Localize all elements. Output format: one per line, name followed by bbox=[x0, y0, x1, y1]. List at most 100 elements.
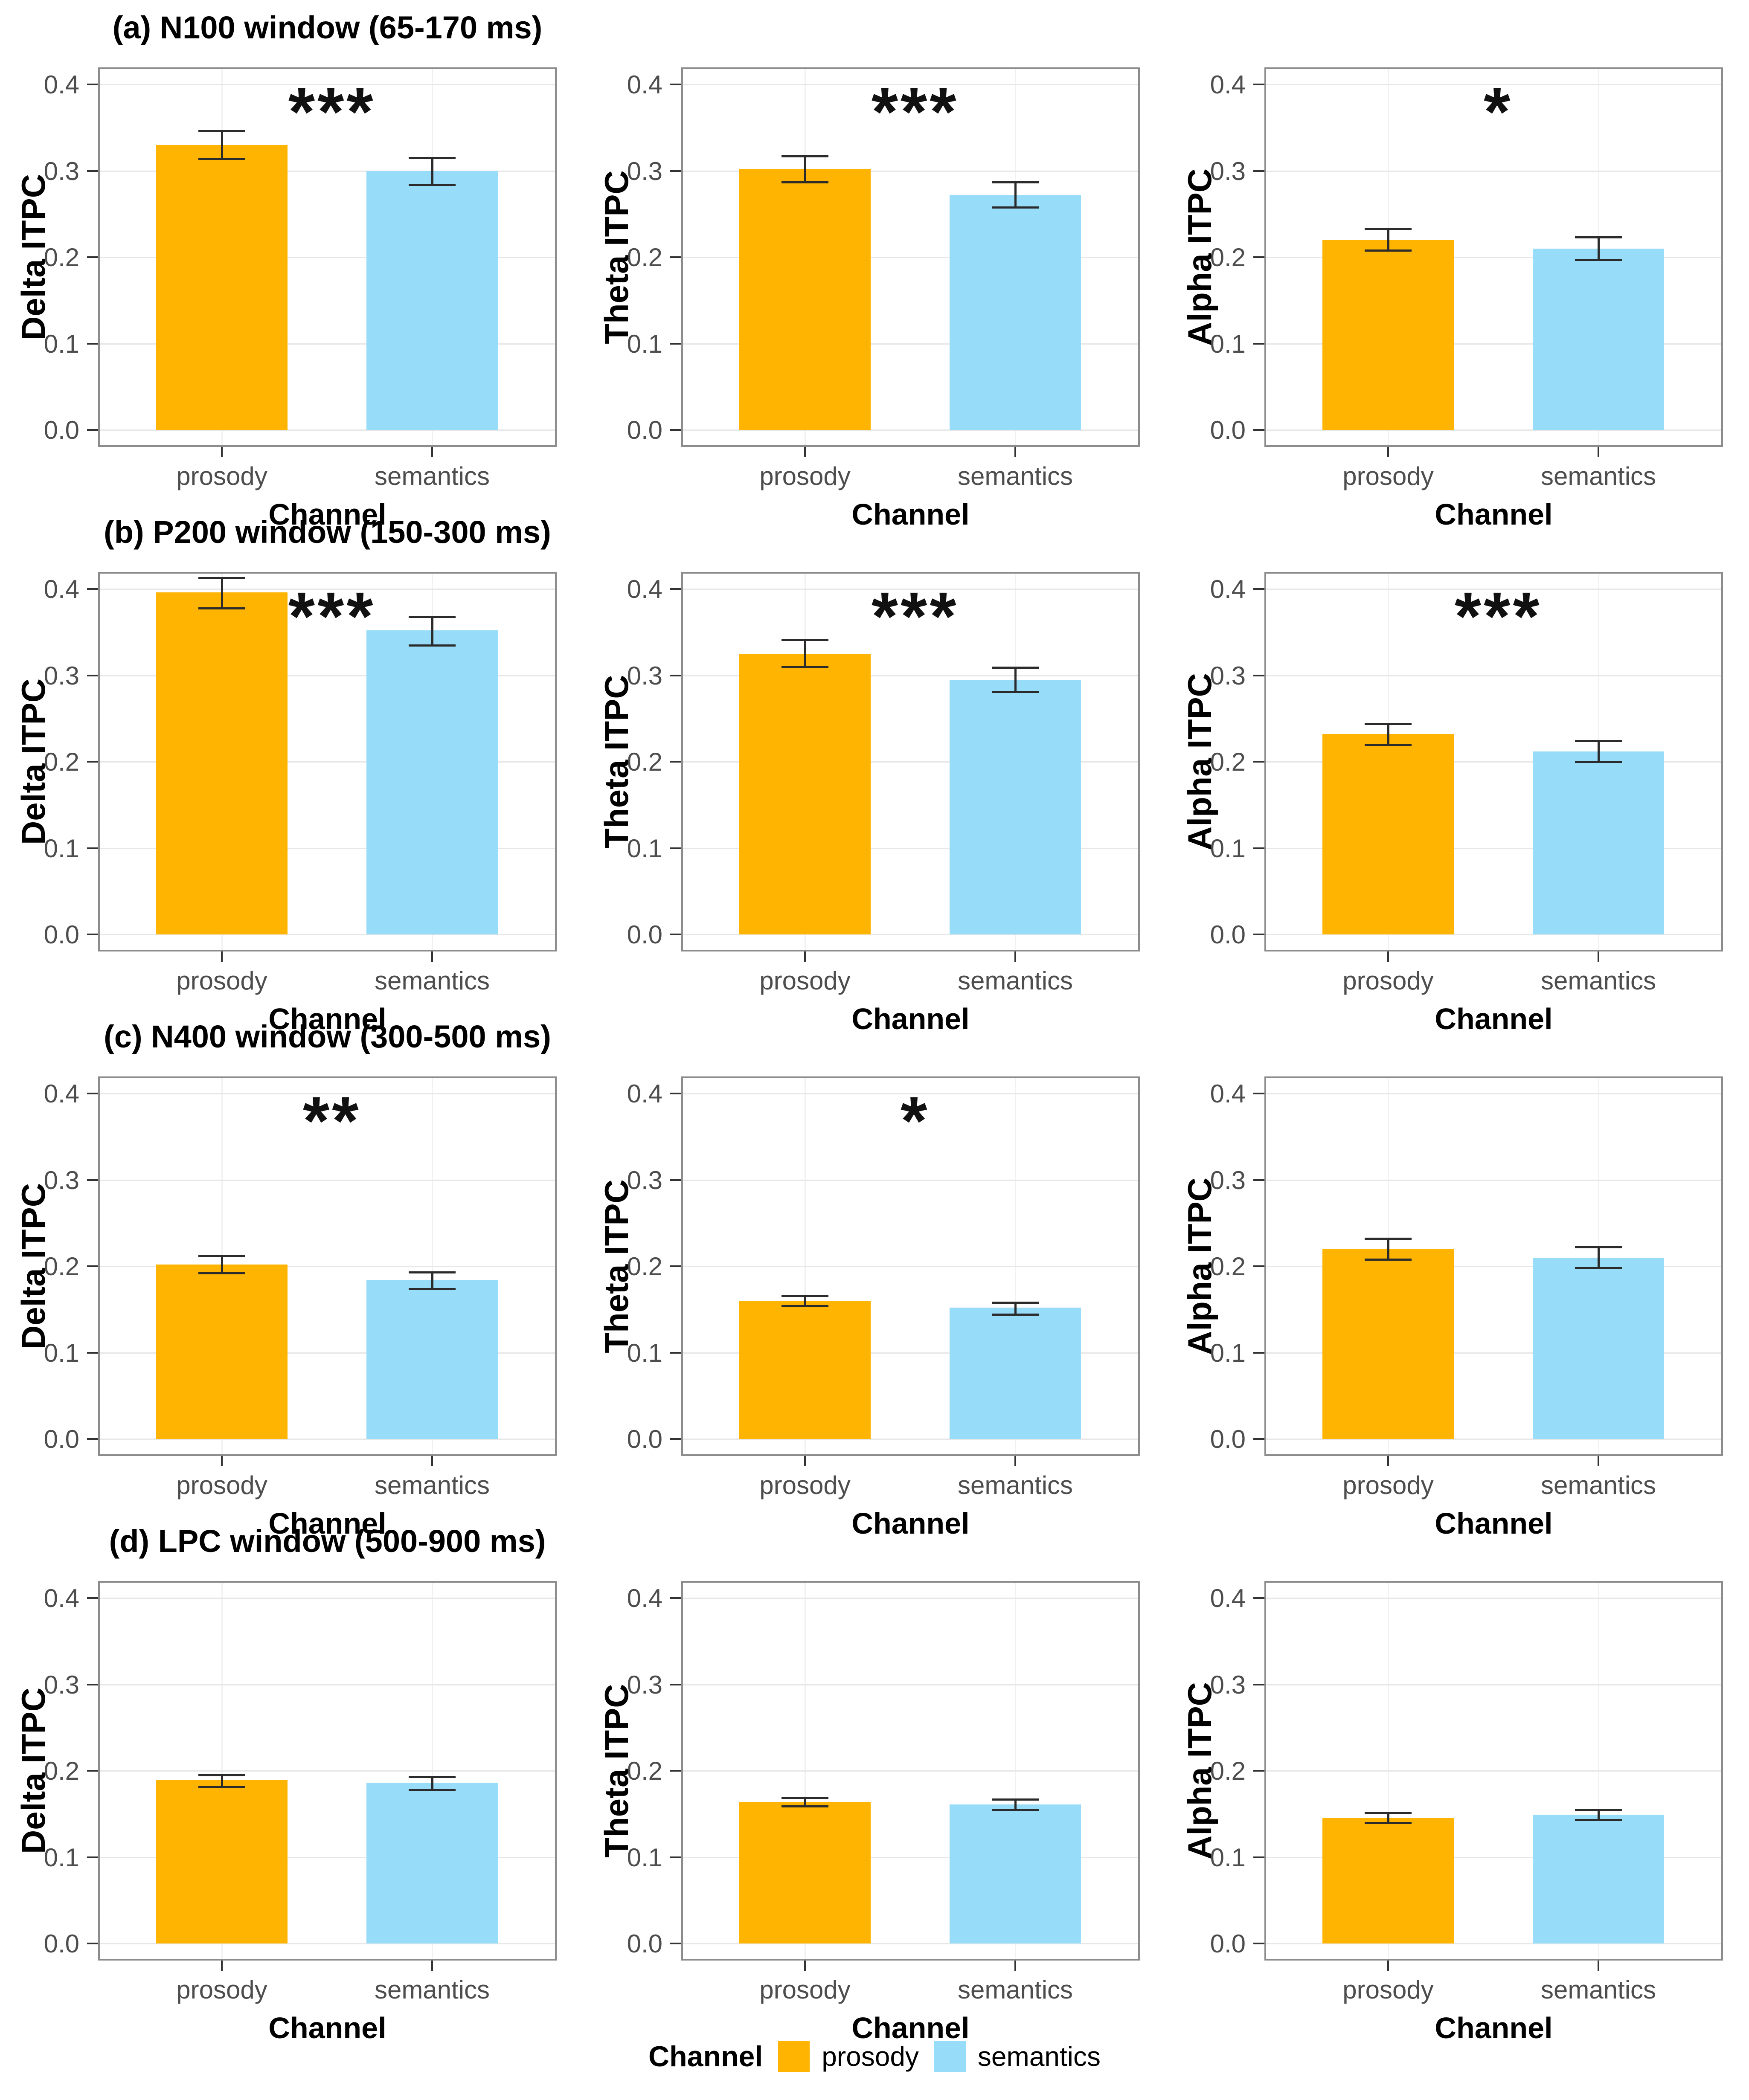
y-tick-label: 0.2 bbox=[1210, 1252, 1246, 1281]
error-bar-cap-top bbox=[1365, 722, 1412, 725]
y-axis-tick bbox=[670, 170, 681, 172]
x-axis-tick bbox=[221, 1961, 223, 1971]
x-category-label-semantics: semantics bbox=[374, 462, 490, 490]
error-bar-cap-top bbox=[782, 155, 828, 158]
x-axis-title: Channel bbox=[851, 1002, 970, 1035]
error-bar-line bbox=[1387, 1813, 1389, 1823]
error-bar-cap-bottom bbox=[782, 1305, 828, 1308]
gridline-horizontal bbox=[1264, 1179, 1723, 1181]
x-axis-tick bbox=[1387, 951, 1389, 962]
plot-border bbox=[681, 572, 1140, 951]
y-axis-tick bbox=[87, 429, 98, 431]
y-axis-tick bbox=[87, 761, 98, 763]
y-axis-title: Delta ITPC bbox=[15, 174, 52, 341]
plot-area bbox=[1264, 1076, 1723, 1456]
y-axis-tick bbox=[87, 1770, 98, 1772]
y-tick-label: 0.3 bbox=[44, 661, 79, 690]
x-axis-tick bbox=[1387, 447, 1389, 457]
x-axis-tick bbox=[431, 951, 433, 962]
gridline-horizontal bbox=[98, 761, 557, 763]
y-tick-label: 0.0 bbox=[627, 1929, 662, 1958]
error-bar-cap-top bbox=[198, 1255, 245, 1257]
gridline-horizontal bbox=[681, 170, 1140, 172]
error-bar-cap-bottom bbox=[782, 1805, 828, 1808]
error-bar-line bbox=[1598, 1247, 1600, 1268]
panel-title: (b) P200 window (150-300 ms) bbox=[104, 514, 551, 550]
bar-prosody bbox=[739, 653, 871, 934]
x-category-label-prosody: prosody bbox=[1342, 1975, 1434, 2004]
gridline-horizontal bbox=[98, 1352, 557, 1354]
chart-panel-theta-row2: * 0.0 0.1 0.2 0.3 0.4 prosody semantics Channel T… bbox=[583, 1009, 1166, 1540]
semantics-swatch-icon bbox=[934, 2041, 966, 2072]
y-axis-tick bbox=[670, 1597, 681, 1599]
plot-border bbox=[681, 1076, 1140, 1456]
y-axis-tick bbox=[1253, 84, 1264, 85]
y-axis-tick bbox=[87, 1179, 98, 1181]
error-bar-line bbox=[1598, 741, 1600, 762]
x-axis-tick bbox=[804, 447, 806, 457]
gridline-horizontal bbox=[1264, 847, 1723, 849]
error-bar-line bbox=[431, 616, 433, 645]
bar-prosody bbox=[739, 169, 871, 430]
x-axis-tick bbox=[431, 447, 433, 457]
gridline-horizontal bbox=[681, 1093, 1140, 1094]
error-bar-line bbox=[431, 158, 433, 185]
x-category-label-semantics: semantics bbox=[957, 1975, 1073, 2004]
plot-border bbox=[681, 67, 1140, 447]
gridline-horizontal bbox=[681, 257, 1140, 258]
gridline-horizontal bbox=[681, 934, 1140, 935]
gridline-horizontal bbox=[681, 1943, 1140, 1944]
x-axis-tick bbox=[221, 1456, 223, 1466]
error-bar-cap-top bbox=[198, 130, 245, 133]
y-tick-label: 0.4 bbox=[44, 1079, 79, 1108]
legend-item-semantics: semantics bbox=[934, 2041, 1101, 2072]
y-axis-tick bbox=[87, 1856, 98, 1858]
error-bar-cap-bottom bbox=[1575, 1819, 1622, 1822]
bar-prosody bbox=[1322, 1249, 1454, 1439]
y-axis-tick bbox=[1253, 1597, 1264, 1599]
x-axis-tick bbox=[221, 951, 223, 962]
significance-stars: ** bbox=[302, 1082, 361, 1159]
legend-label-prosody: prosody bbox=[822, 2041, 919, 2072]
y-tick-label: 0.3 bbox=[627, 157, 662, 186]
error-bar-cap-bottom bbox=[198, 1272, 245, 1275]
gridline-horizontal bbox=[1264, 1352, 1723, 1354]
bar-prosody bbox=[1322, 240, 1454, 430]
y-tick-label: 0.1 bbox=[44, 834, 79, 863]
error-bar-line bbox=[804, 640, 806, 667]
y-tick-label: 0.3 bbox=[44, 1670, 79, 1699]
y-tick-label: 0.4 bbox=[44, 575, 79, 603]
x-axis-tick bbox=[431, 1456, 433, 1466]
y-axis-tick bbox=[87, 1093, 98, 1094]
y-axis-tick bbox=[670, 429, 681, 431]
y-tick-label: 0.0 bbox=[44, 416, 79, 444]
y-axis-tick bbox=[1253, 934, 1264, 935]
y-axis-title: Theta ITPC bbox=[598, 170, 635, 344]
error-bar-cap-top bbox=[409, 615, 456, 618]
plot-area bbox=[681, 1581, 1140, 1961]
y-tick-label: 0.0 bbox=[1210, 920, 1246, 949]
gridline-horizontal bbox=[681, 429, 1140, 431]
y-axis-tick bbox=[87, 588, 98, 590]
error-bar-cap-top bbox=[992, 1798, 1039, 1801]
y-axis-title: Theta ITPC bbox=[598, 1684, 635, 1858]
x-category-label-semantics: semantics bbox=[1540, 462, 1656, 490]
y-tick-label: 0.1 bbox=[44, 1338, 79, 1367]
gridline-horizontal bbox=[1264, 170, 1723, 172]
error-bar-cap-top bbox=[1575, 236, 1622, 239]
y-axis-tick bbox=[87, 1265, 98, 1267]
x-category-label-prosody: prosody bbox=[176, 1975, 267, 2004]
gridline-horizontal bbox=[681, 84, 1140, 85]
gridline-horizontal bbox=[98, 1684, 557, 1685]
error-bar-line bbox=[221, 577, 223, 608]
y-axis-tick bbox=[87, 1597, 98, 1599]
y-axis-tick bbox=[1253, 674, 1264, 676]
y-axis-tick bbox=[670, 934, 681, 935]
y-tick-label: 0.0 bbox=[44, 920, 79, 949]
error-bar-cap-top bbox=[1575, 1246, 1622, 1249]
prosody-swatch-icon bbox=[778, 2041, 810, 2072]
gridline-horizontal bbox=[1264, 1684, 1723, 1685]
x-axis-tick bbox=[804, 1456, 806, 1466]
error-bar-cap-top bbox=[782, 1796, 828, 1799]
gridline-horizontal bbox=[681, 847, 1140, 849]
